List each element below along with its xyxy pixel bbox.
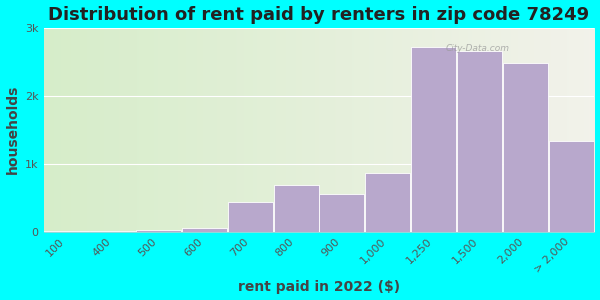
Bar (44, 231, 89, 232)
Text: City-Data.com: City-Data.com (446, 44, 510, 53)
Bar (90, 231, 135, 232)
Bar (319, 194, 364, 232)
X-axis label: rent paid in 2022 ($): rent paid in 2022 ($) (238, 280, 400, 294)
Bar (136, 230, 181, 232)
Title: Distribution of rent paid by renters in zip code 78249: Distribution of rent paid by renters in … (49, 6, 590, 24)
Bar (182, 228, 227, 232)
Bar (503, 62, 548, 232)
Bar (227, 202, 272, 232)
Bar (365, 172, 410, 232)
Y-axis label: households: households (5, 85, 20, 174)
Bar (274, 185, 319, 232)
Bar (457, 51, 502, 232)
Bar (411, 47, 456, 232)
Bar (549, 141, 594, 232)
